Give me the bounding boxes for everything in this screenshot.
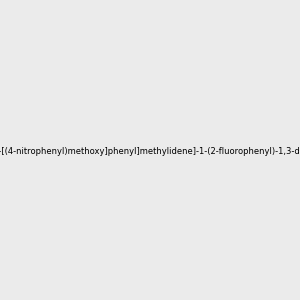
Text: (5Z)-5-[[3-chloro-4-[(4-nitrophenyl)methoxy]phenyl]methylidene]-1-(2-fluoropheny: (5Z)-5-[[3-chloro-4-[(4-nitrophenyl)meth… [0,147,300,156]
